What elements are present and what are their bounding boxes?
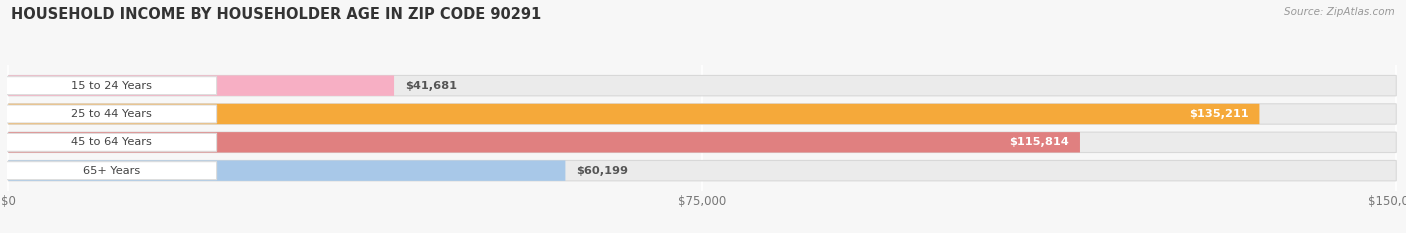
FancyBboxPatch shape [8,132,1396,153]
Text: 65+ Years: 65+ Years [83,166,141,176]
FancyBboxPatch shape [8,132,1080,153]
Text: $115,814: $115,814 [1010,137,1069,147]
FancyBboxPatch shape [1,105,217,123]
Text: 15 to 24 Years: 15 to 24 Years [72,81,152,91]
FancyBboxPatch shape [8,75,1396,96]
FancyBboxPatch shape [8,104,1260,124]
FancyBboxPatch shape [1,133,217,151]
Text: $41,681: $41,681 [405,81,457,91]
Text: 25 to 44 Years: 25 to 44 Years [72,109,152,119]
Text: $60,199: $60,199 [576,166,628,176]
FancyBboxPatch shape [1,162,217,180]
Text: Source: ZipAtlas.com: Source: ZipAtlas.com [1284,7,1395,17]
Text: 45 to 64 Years: 45 to 64 Years [72,137,152,147]
FancyBboxPatch shape [8,161,565,181]
FancyBboxPatch shape [8,161,1396,181]
Text: HOUSEHOLD INCOME BY HOUSEHOLDER AGE IN ZIP CODE 90291: HOUSEHOLD INCOME BY HOUSEHOLDER AGE IN Z… [11,7,541,22]
FancyBboxPatch shape [1,77,217,95]
Text: $135,211: $135,211 [1188,109,1249,119]
FancyBboxPatch shape [8,75,394,96]
FancyBboxPatch shape [8,104,1396,124]
